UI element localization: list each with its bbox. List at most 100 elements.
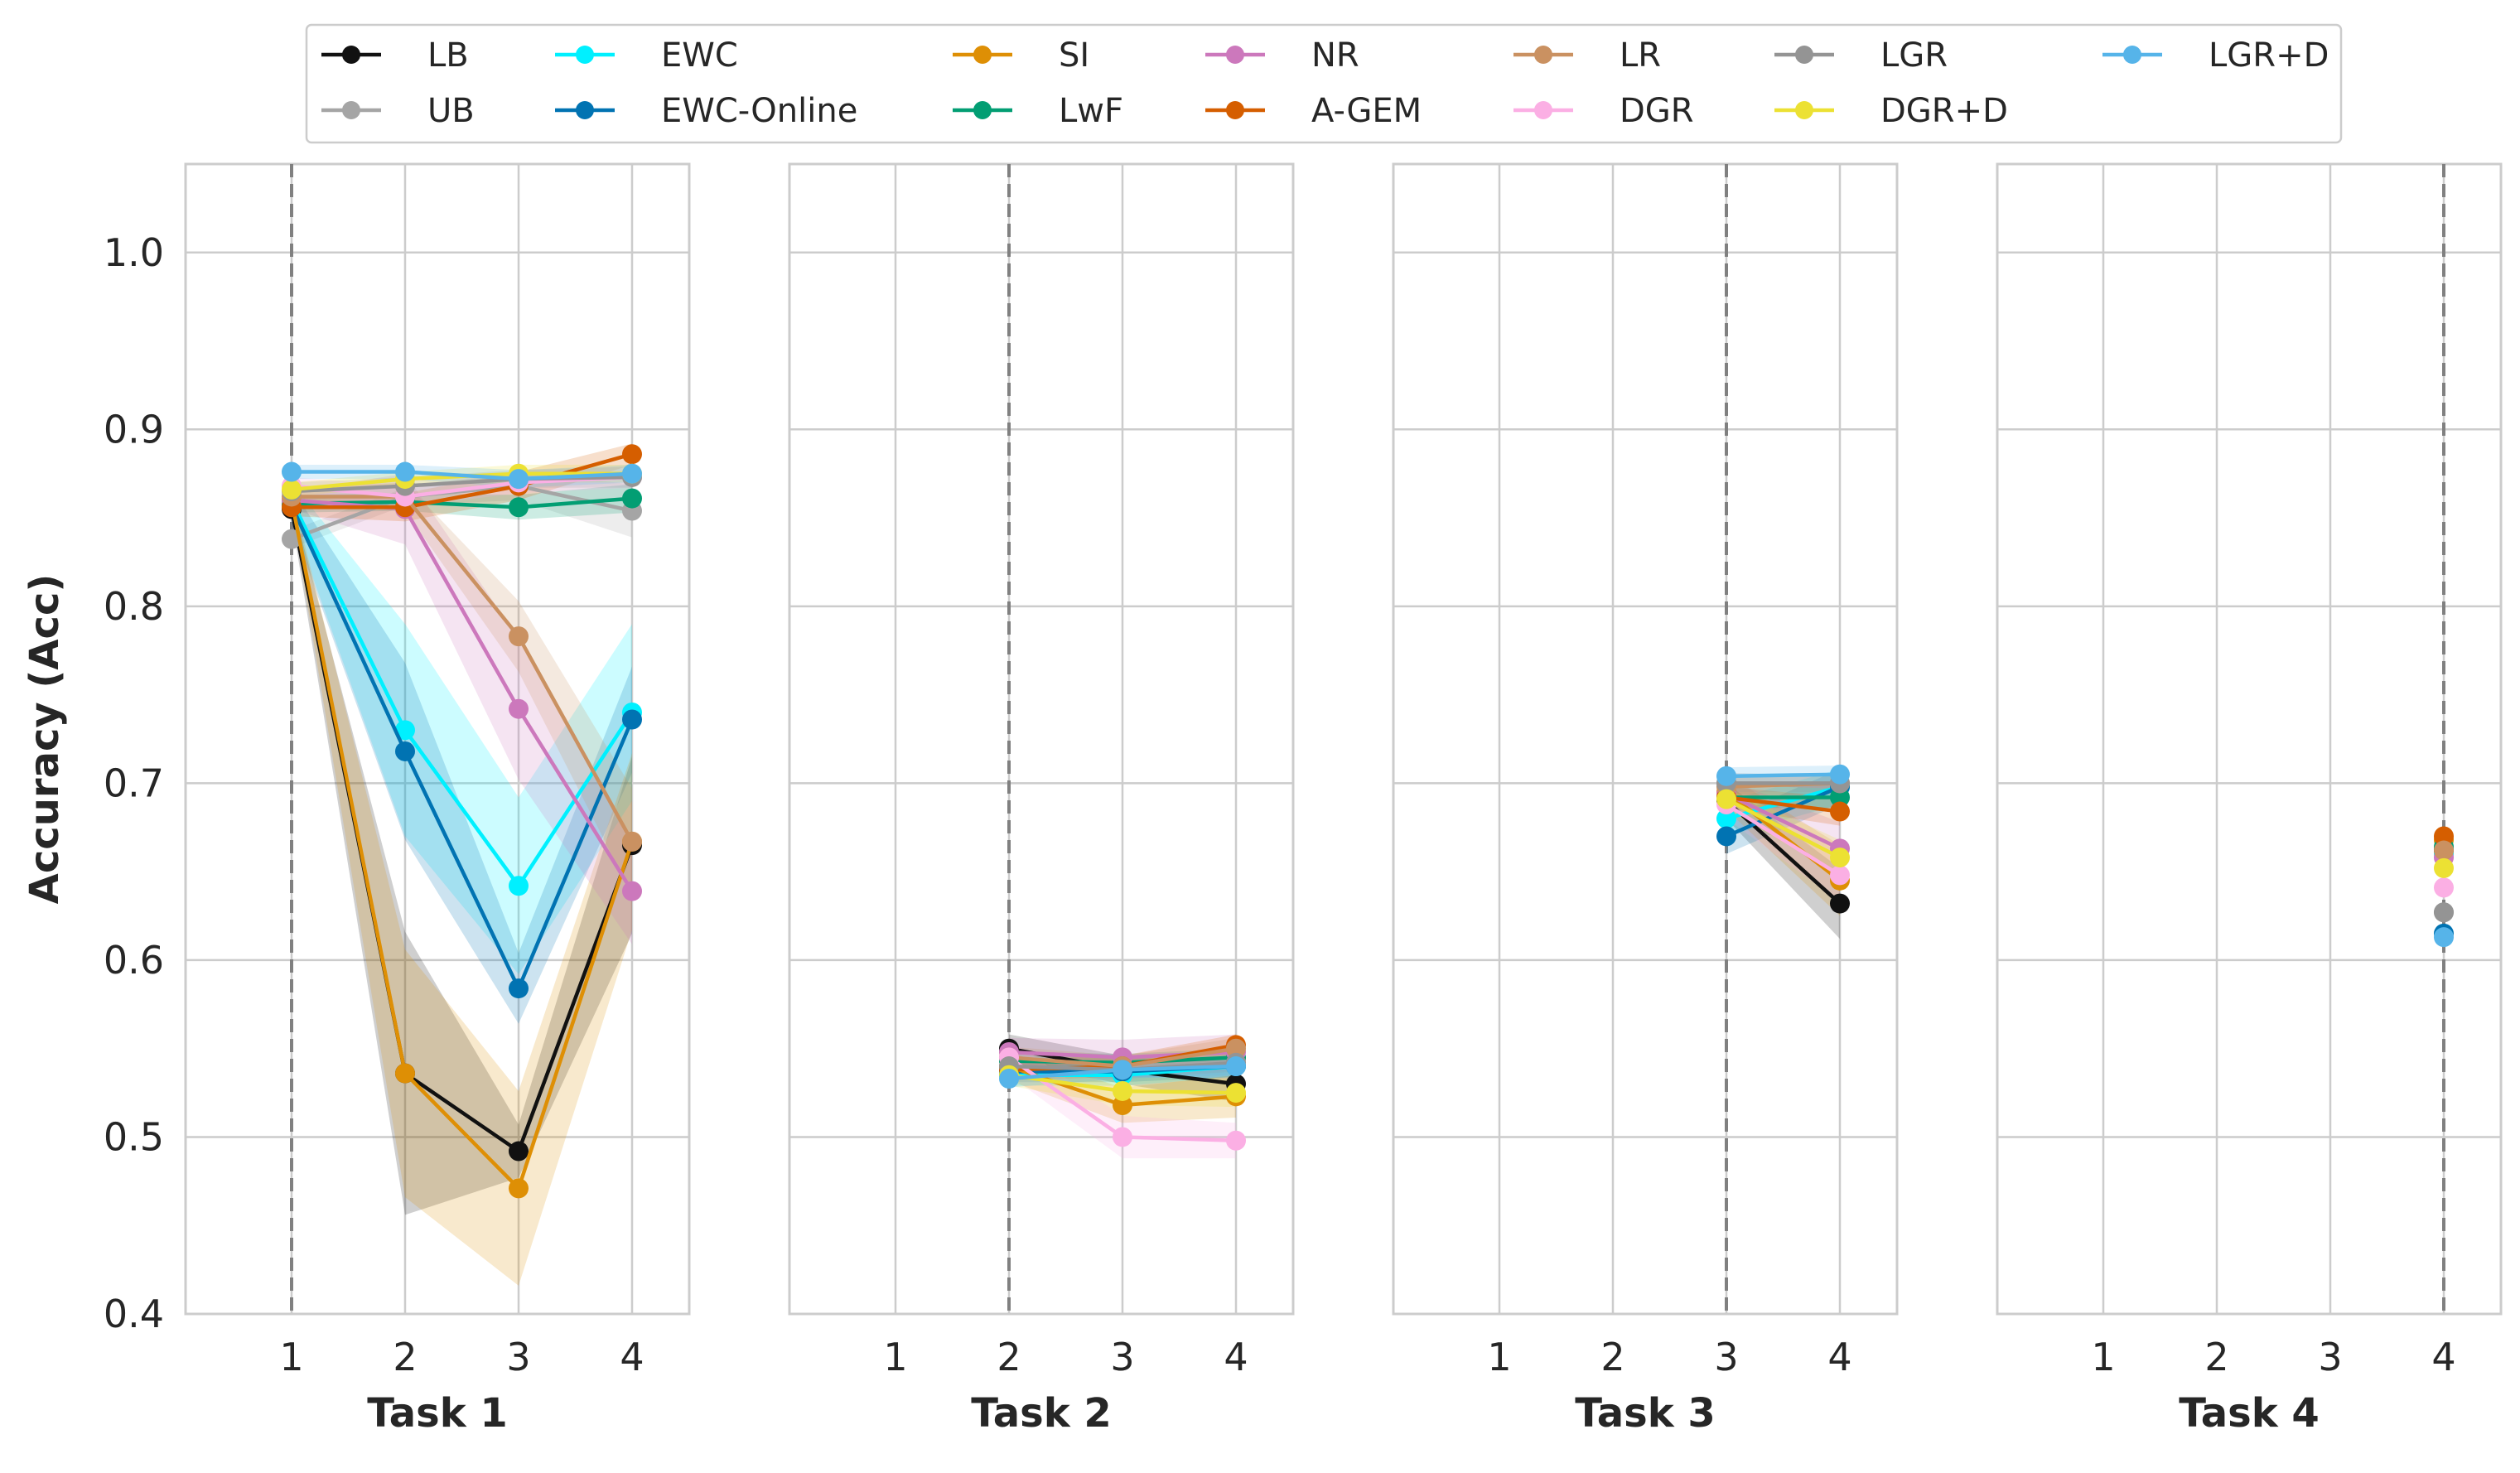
series-a-gem bbox=[2434, 826, 2454, 847]
data-point-ewc-online bbox=[622, 709, 642, 730]
data-point-si bbox=[509, 1178, 529, 1199]
x-tick-label: 1 bbox=[883, 1335, 907, 1379]
legend-item-ub: UB bbox=[321, 92, 475, 130]
data-point-nr bbox=[509, 698, 529, 719]
legend-marker bbox=[342, 101, 360, 119]
x-tick-label: 3 bbox=[506, 1335, 530, 1379]
series-line-a-gem bbox=[292, 452, 633, 510]
panel-task-1: 1 2 3 4 Task 1 0.4 0.5 0.6 0.7 0.8 0.9 1.0 bbox=[104, 162, 691, 1437]
legend-item-lgr: LGR bbox=[1774, 36, 1948, 75]
series-line-dgr bbox=[1725, 803, 1842, 877]
series-lgr-d bbox=[282, 461, 642, 490]
data-point-lgr-d bbox=[999, 1068, 1019, 1089]
legend-label: LB bbox=[427, 36, 469, 75]
data-point-dgr bbox=[1113, 1127, 1132, 1147]
data-point-lwf bbox=[1830, 787, 1850, 808]
y-tick-label: 1.0 bbox=[104, 230, 164, 275]
legend-marker bbox=[576, 101, 594, 119]
series-dgr bbox=[2434, 877, 2454, 898]
legend-label: EWC bbox=[661, 36, 738, 75]
band-lb bbox=[292, 500, 632, 1215]
data-point-dgr-d bbox=[1226, 1083, 1246, 1104]
series-line-ewc-online bbox=[1726, 785, 1841, 838]
panel-task-3: 1 2 3 4 Task 3 bbox=[1392, 162, 1899, 1437]
data-point-si bbox=[395, 1063, 415, 1084]
legend-marker bbox=[576, 46, 594, 64]
data-point-lgr-d bbox=[1716, 765, 1736, 786]
x-tick-label: 2 bbox=[393, 1335, 417, 1379]
data-point-nr bbox=[622, 881, 642, 901]
data-point-lr bbox=[2434, 840, 2454, 861]
series-line-nr bbox=[291, 498, 634, 892]
data-point-dgr-d bbox=[282, 479, 302, 500]
data-point-a-gem bbox=[2434, 826, 2454, 847]
data-point-lgr-d bbox=[622, 463, 642, 484]
series-line-lgr-d bbox=[292, 470, 633, 481]
series-dgr-d bbox=[2434, 857, 2454, 878]
band-dgr bbox=[1009, 1040, 1236, 1159]
series-line-dgr-d bbox=[1725, 797, 1842, 860]
data-point-dgr bbox=[2434, 877, 2454, 898]
panel-frame bbox=[184, 162, 691, 1316]
panel-task-4: 1 2 3 4 Task 4 bbox=[1996, 162, 2503, 1437]
panel-task-2: 1 2 3 4 Task 2 bbox=[788, 162, 1295, 1437]
data-point-lgr bbox=[2434, 902, 2454, 923]
data-point-a-gem bbox=[622, 444, 642, 465]
series-line-si bbox=[289, 500, 635, 1192]
legend-item-dgr-d: DGR+D bbox=[1774, 92, 2008, 130]
band-ewc-online bbox=[292, 487, 632, 1024]
x-tick-label: 3 bbox=[2318, 1335, 2342, 1379]
legend-item-lr: LR bbox=[1513, 36, 1661, 75]
data-point-lr bbox=[622, 831, 642, 852]
data-point-lgr-d bbox=[282, 461, 302, 482]
data-point-ewc-online bbox=[509, 978, 529, 999]
series-dgr-d bbox=[1716, 789, 1850, 868]
legend-label: NR bbox=[1311, 36, 1359, 75]
series-lgr-d bbox=[999, 1056, 1246, 1089]
y-tick-label: 0.5 bbox=[104, 1114, 164, 1159]
legend-marker bbox=[2123, 46, 2141, 64]
legend: LB UB EWC EWC-Online SI LwF NR A-GEM LR DGR LGR DGR… bbox=[305, 23, 2343, 144]
x-tick-label: 3 bbox=[1110, 1335, 1134, 1379]
data-point-si bbox=[1113, 1095, 1132, 1116]
band-ewc bbox=[292, 482, 632, 975]
x-tick-label: 3 bbox=[1714, 1335, 1738, 1379]
legend-marker bbox=[1795, 101, 1813, 119]
data-point-lgr-d bbox=[509, 469, 529, 490]
legend-item-lwf: LwF bbox=[953, 92, 1123, 130]
legend-marker bbox=[1226, 46, 1244, 64]
data-point-lr bbox=[1226, 1038, 1246, 1059]
legend-marker bbox=[973, 46, 992, 64]
data-point-lr bbox=[509, 626, 529, 647]
data-point-dgr-d bbox=[2434, 857, 2454, 878]
x-tick-label: 4 bbox=[1224, 1335, 1248, 1379]
data-point-lb bbox=[509, 1141, 529, 1161]
y-tick-label: 0.9 bbox=[104, 407, 164, 452]
data-point-lgr-d bbox=[1113, 1060, 1132, 1080]
x-tick-label: 4 bbox=[1827, 1335, 1851, 1379]
legend-label: LGR+D bbox=[2209, 36, 2329, 75]
legend-marker bbox=[1226, 101, 1244, 119]
legend-item-lgr-d: LGR+D bbox=[2102, 36, 2329, 75]
legend-marker bbox=[342, 46, 360, 64]
y-tick-label: 0.4 bbox=[104, 1292, 164, 1336]
x-tick-label: 2 bbox=[1600, 1335, 1624, 1379]
data-point-lb bbox=[1830, 893, 1850, 914]
x-tick-label: 1 bbox=[2091, 1335, 2115, 1379]
series-lgr bbox=[2434, 902, 2454, 923]
legend-marker bbox=[973, 101, 992, 119]
x-tick-label: 2 bbox=[2204, 1335, 2228, 1379]
x-tick-label: 4 bbox=[620, 1335, 644, 1379]
x-axis-title: Task 2 bbox=[971, 1390, 1112, 1437]
legend-label: EWC-Online bbox=[661, 92, 857, 130]
x-axis-title: Task 1 bbox=[367, 1390, 508, 1437]
legend-item-lb: LB bbox=[321, 36, 469, 75]
data-point-lgr-d bbox=[2434, 927, 2454, 948]
x-tick-label: 2 bbox=[997, 1335, 1021, 1379]
data-point-dgr bbox=[1830, 865, 1850, 886]
legend-label: DGR+D bbox=[1880, 92, 2008, 130]
data-point-ewc-online bbox=[395, 741, 415, 761]
legend-label: LwF bbox=[1059, 92, 1123, 130]
y-axis-label: Accuracy (Acc) bbox=[22, 574, 68, 905]
